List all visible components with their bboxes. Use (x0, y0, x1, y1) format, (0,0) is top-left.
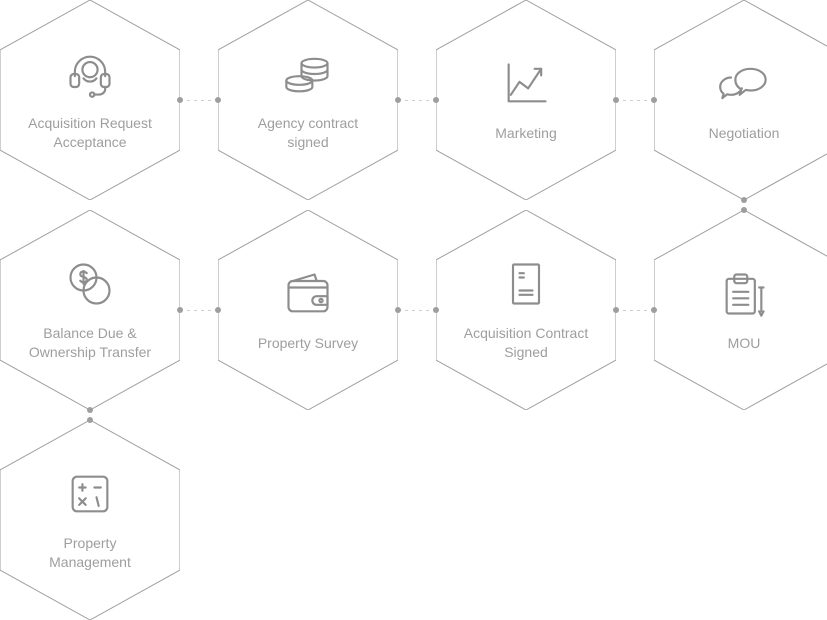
connector-dot (741, 197, 747, 203)
money-icon (64, 258, 116, 310)
flow-node-n8: Balance Due & Ownership Transfer (0, 210, 180, 410)
connector-dot (433, 307, 439, 313)
node-label: Agency contract signed (258, 114, 358, 152)
flow-node-n2: Agency contract signed (218, 0, 398, 200)
connector-dot (215, 97, 221, 103)
connector-dot (613, 97, 619, 103)
clipboard-icon (718, 268, 770, 320)
connector-dot (613, 307, 619, 313)
connector-dot (433, 97, 439, 103)
connector (180, 310, 218, 311)
calc-icon (64, 468, 116, 520)
flow-node-n7: Property Survey (218, 210, 398, 410)
node-label: MOU (728, 334, 761, 353)
speech-icon (718, 58, 770, 110)
flow-node-n9: Property Management (0, 420, 180, 620)
connector-dot (177, 307, 183, 313)
headset-icon (64, 48, 116, 100)
connector (180, 100, 218, 101)
node-label: Property Survey (258, 334, 358, 353)
flow-node-n6: Acquisition Contract Signed (436, 210, 616, 410)
flow-node-n3: Marketing (436, 0, 616, 200)
connector-dot (395, 307, 401, 313)
node-label: Marketing (495, 124, 556, 143)
connector-dot (651, 97, 657, 103)
chart-icon (500, 58, 552, 110)
connector (398, 100, 436, 101)
flow-node-n1: Acquisition Request Acceptance (0, 0, 180, 200)
coins-icon (282, 48, 334, 100)
connector-dot (741, 207, 747, 213)
connector-dot (395, 97, 401, 103)
document-icon (500, 258, 552, 310)
node-label: Balance Due & Ownership Transfer (29, 324, 151, 362)
connector-dot (651, 307, 657, 313)
node-label: Acquisition Contract Signed (464, 324, 589, 362)
wallet-icon (282, 268, 334, 320)
node-label: Negotiation (709, 124, 780, 143)
connector (616, 100, 654, 101)
connector-dot (87, 417, 93, 423)
flow-node-n5: MOU (654, 210, 827, 410)
connector-dot (215, 307, 221, 313)
node-label: Property Management (49, 534, 131, 572)
connector (398, 310, 436, 311)
flow-node-n4: Negotiation (654, 0, 827, 200)
connector-dot (87, 407, 93, 413)
connector (616, 310, 654, 311)
node-label: Acquisition Request Acceptance (28, 114, 152, 152)
connector-dot (177, 97, 183, 103)
